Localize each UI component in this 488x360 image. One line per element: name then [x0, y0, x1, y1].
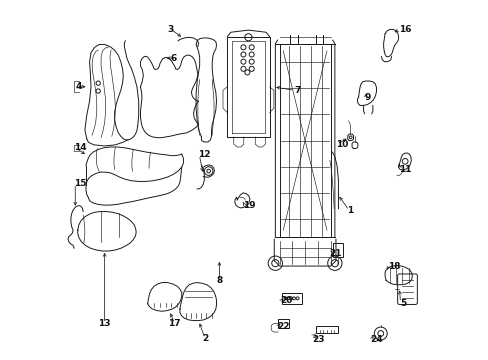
Text: 2: 2 — [202, 334, 208, 343]
Text: 13: 13 — [98, 319, 111, 328]
Text: 7: 7 — [294, 86, 301, 95]
Bar — [333, 243, 343, 257]
Bar — [281, 293, 301, 304]
Text: 1: 1 — [346, 206, 352, 215]
Text: 10: 10 — [335, 140, 347, 149]
Text: 24: 24 — [369, 335, 382, 344]
Text: 5: 5 — [400, 299, 406, 308]
Text: 11: 11 — [398, 165, 410, 174]
Text: 22: 22 — [276, 322, 289, 331]
Text: 23: 23 — [312, 335, 325, 344]
Text: 21: 21 — [328, 249, 341, 258]
Text: 16: 16 — [398, 25, 410, 34]
Text: 17: 17 — [168, 319, 181, 328]
Text: 8: 8 — [216, 276, 222, 285]
Text: 4: 4 — [76, 82, 82, 91]
Text: 14: 14 — [74, 143, 86, 152]
Bar — [316, 325, 337, 333]
Text: 12: 12 — [198, 150, 210, 159]
Text: 9: 9 — [364, 93, 370, 102]
Text: 20: 20 — [280, 296, 292, 305]
Text: 19: 19 — [242, 201, 255, 210]
Text: 18: 18 — [387, 262, 400, 271]
Bar — [278, 319, 288, 328]
Text: 15: 15 — [74, 179, 86, 188]
Text: 6: 6 — [171, 54, 177, 63]
Text: 3: 3 — [167, 25, 174, 34]
